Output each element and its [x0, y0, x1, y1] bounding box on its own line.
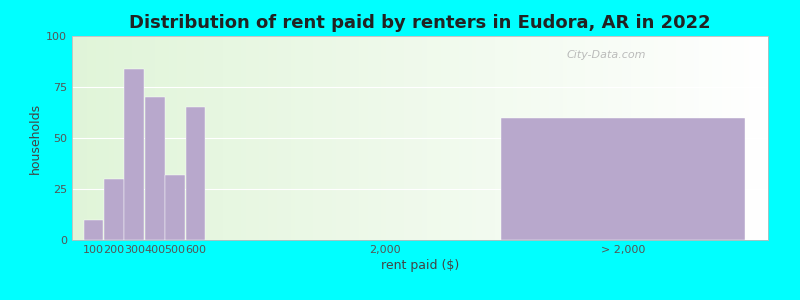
Bar	[125, 69, 144, 240]
X-axis label: rent paid ($): rent paid ($)	[381, 259, 459, 272]
Bar	[83, 220, 103, 240]
Bar	[166, 175, 185, 240]
Text: City-Data.com: City-Data.com	[566, 50, 646, 60]
Title: Distribution of rent paid by renters in Eudora, AR in 2022: Distribution of rent paid by renters in …	[129, 14, 711, 32]
Y-axis label: households: households	[29, 102, 42, 174]
Bar	[186, 107, 206, 240]
Bar	[145, 97, 165, 240]
Bar	[104, 179, 124, 240]
Bar	[501, 118, 745, 240]
